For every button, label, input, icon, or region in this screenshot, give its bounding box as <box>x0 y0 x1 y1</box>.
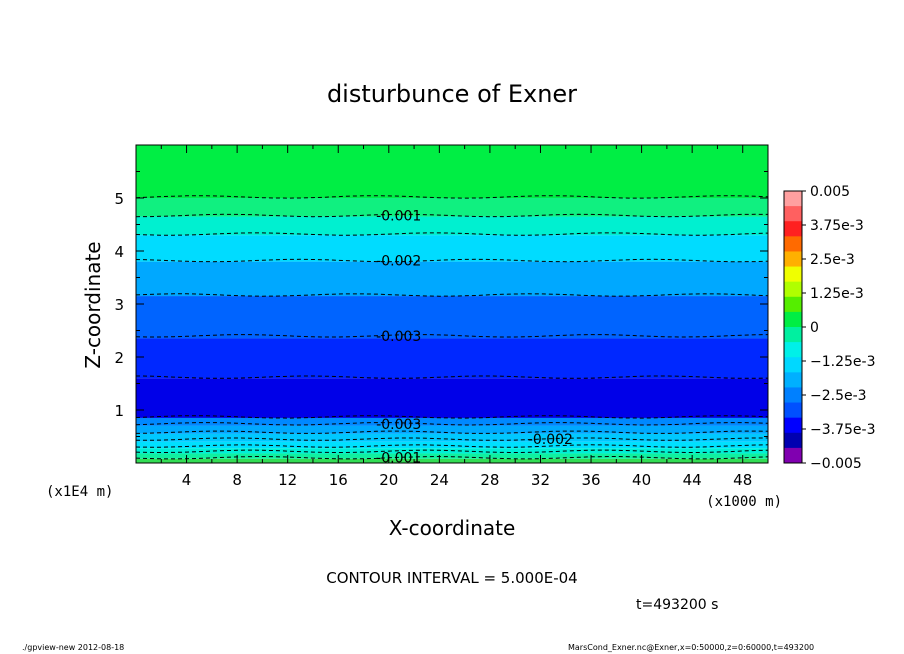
fill-band <box>136 458 768 463</box>
colorbar-label: −3.75e-3 <box>810 422 875 438</box>
y-tick-label: 3 <box>114 296 124 314</box>
fill-band <box>136 338 768 379</box>
plot-area: -0.001 -0.002 -0.003 -0.003 -0.002 -0.001 <box>135 144 769 467</box>
colorbar-label: −2.5e-3 <box>810 388 867 404</box>
x-tick-label: 12 <box>278 471 297 489</box>
colorbar-segment <box>784 387 802 404</box>
colorbar-segment <box>784 266 802 283</box>
x-tick-label: 32 <box>531 471 550 489</box>
colorbar-segment <box>784 372 802 388</box>
x-tick-label: 8 <box>232 471 242 489</box>
contour-label: -0.003 <box>376 329 421 345</box>
footer-left-text: ./gpview-new 2012-08-18 <box>22 643 125 652</box>
contour-line <box>135 293 769 297</box>
y-tick-label: 5 <box>114 190 124 208</box>
colorbar-segment <box>784 281 802 298</box>
fill-band <box>136 378 768 418</box>
y-tick-label: 2 <box>114 349 124 367</box>
x-tick-label: 40 <box>632 471 651 489</box>
chart-title: disturbunce of Exner <box>327 80 577 108</box>
colorbar-segment <box>784 327 802 343</box>
colorbar-label: −0.005 <box>810 456 862 472</box>
colorbar-label: 3.75e-3 <box>810 218 864 234</box>
contour-line <box>135 334 769 338</box>
contour-interval-text: CONTOUR INTERVAL = 5.000E-04 <box>326 569 577 587</box>
fill-band <box>136 145 768 198</box>
x-tick-label: 24 <box>430 471 449 489</box>
y-axis-unit: (x1E4 m) <box>46 484 113 500</box>
x-axis-unit: (x1000 m) <box>706 494 782 510</box>
contour-line <box>135 415 769 419</box>
contour-line <box>135 444 769 448</box>
fill-band <box>136 235 768 262</box>
contour-line <box>135 232 769 236</box>
colorbar-segment <box>784 236 802 252</box>
colorbar-segment <box>784 251 802 268</box>
contour-line <box>135 213 769 218</box>
fill-band <box>136 433 768 442</box>
contour-line <box>135 375 769 379</box>
x-tick-label: 4 <box>182 471 192 489</box>
contour-label: -0.002 <box>528 432 573 448</box>
colorbar: 0.005 3.75e-3 2.5e-3 1.25e-3 0 −1.25e-3 −2.5e-… <box>783 184 875 472</box>
contour-line <box>135 449 769 454</box>
colorbar-segment <box>784 296 802 313</box>
x-axis: 4 8 12 16 20 24 28 32 36 40 44 48 <box>160 145 752 489</box>
fill-band <box>136 453 768 459</box>
colorbar-segment <box>784 221 802 237</box>
colorbar-segment <box>784 311 802 328</box>
colorbar-segment <box>784 206 802 222</box>
fill-band <box>136 425 768 434</box>
x-tick-label: 48 <box>733 471 752 489</box>
contour-label: -0.001 <box>376 208 421 224</box>
contour-line <box>135 258 769 263</box>
x-axis-label: X-coordinate <box>389 516 516 540</box>
y-tick-label: 4 <box>114 243 124 261</box>
colorbar-label: 1.25e-3 <box>810 286 864 302</box>
y-tick-label: 1 <box>114 402 124 420</box>
contour-label: -0.003 <box>376 417 421 433</box>
fill-band <box>136 296 768 339</box>
time-label: t=493200 s <box>636 597 718 613</box>
contour-line <box>136 437 768 441</box>
fill-band <box>136 417 768 426</box>
fill-band <box>136 216 768 236</box>
footer-right-text: MarsCond_Exner.nc@Exner,x=0:50000,z=0:60… <box>568 643 815 652</box>
colorbar-label: 2.5e-3 <box>810 252 855 268</box>
fill-band <box>136 198 768 217</box>
fill-band <box>136 441 768 449</box>
x-tick-label: 20 <box>379 471 398 489</box>
x-tick-label: 36 <box>581 471 600 489</box>
colorbar-segment <box>784 357 802 373</box>
colorbar-segment <box>784 191 802 207</box>
y-axis-label: Z-coordinate <box>81 241 105 368</box>
colorbar-segment <box>784 447 802 464</box>
contour-label: -0.001 <box>376 451 421 467</box>
colorbar-segment <box>784 402 802 419</box>
colorbar-segment <box>784 417 802 434</box>
x-tick-label: 16 <box>329 471 348 489</box>
contour-line <box>135 455 769 460</box>
contour-line <box>135 195 769 199</box>
colorbar-label: 0 <box>810 320 819 336</box>
contour-line <box>135 430 769 434</box>
colorbar-segment <box>784 432 802 449</box>
colorbar-segment <box>784 342 802 358</box>
colorbar-label: 0.005 <box>810 184 850 200</box>
colorbar-label: −1.25e-3 <box>810 354 875 370</box>
x-tick-label: 44 <box>683 471 702 489</box>
contour-line <box>135 422 769 426</box>
x-tick-label: 28 <box>480 471 499 489</box>
contour-label: -0.002 <box>376 254 421 270</box>
y-axis: 1 2 3 4 5 <box>114 171 768 437</box>
fill-band <box>136 261 768 297</box>
